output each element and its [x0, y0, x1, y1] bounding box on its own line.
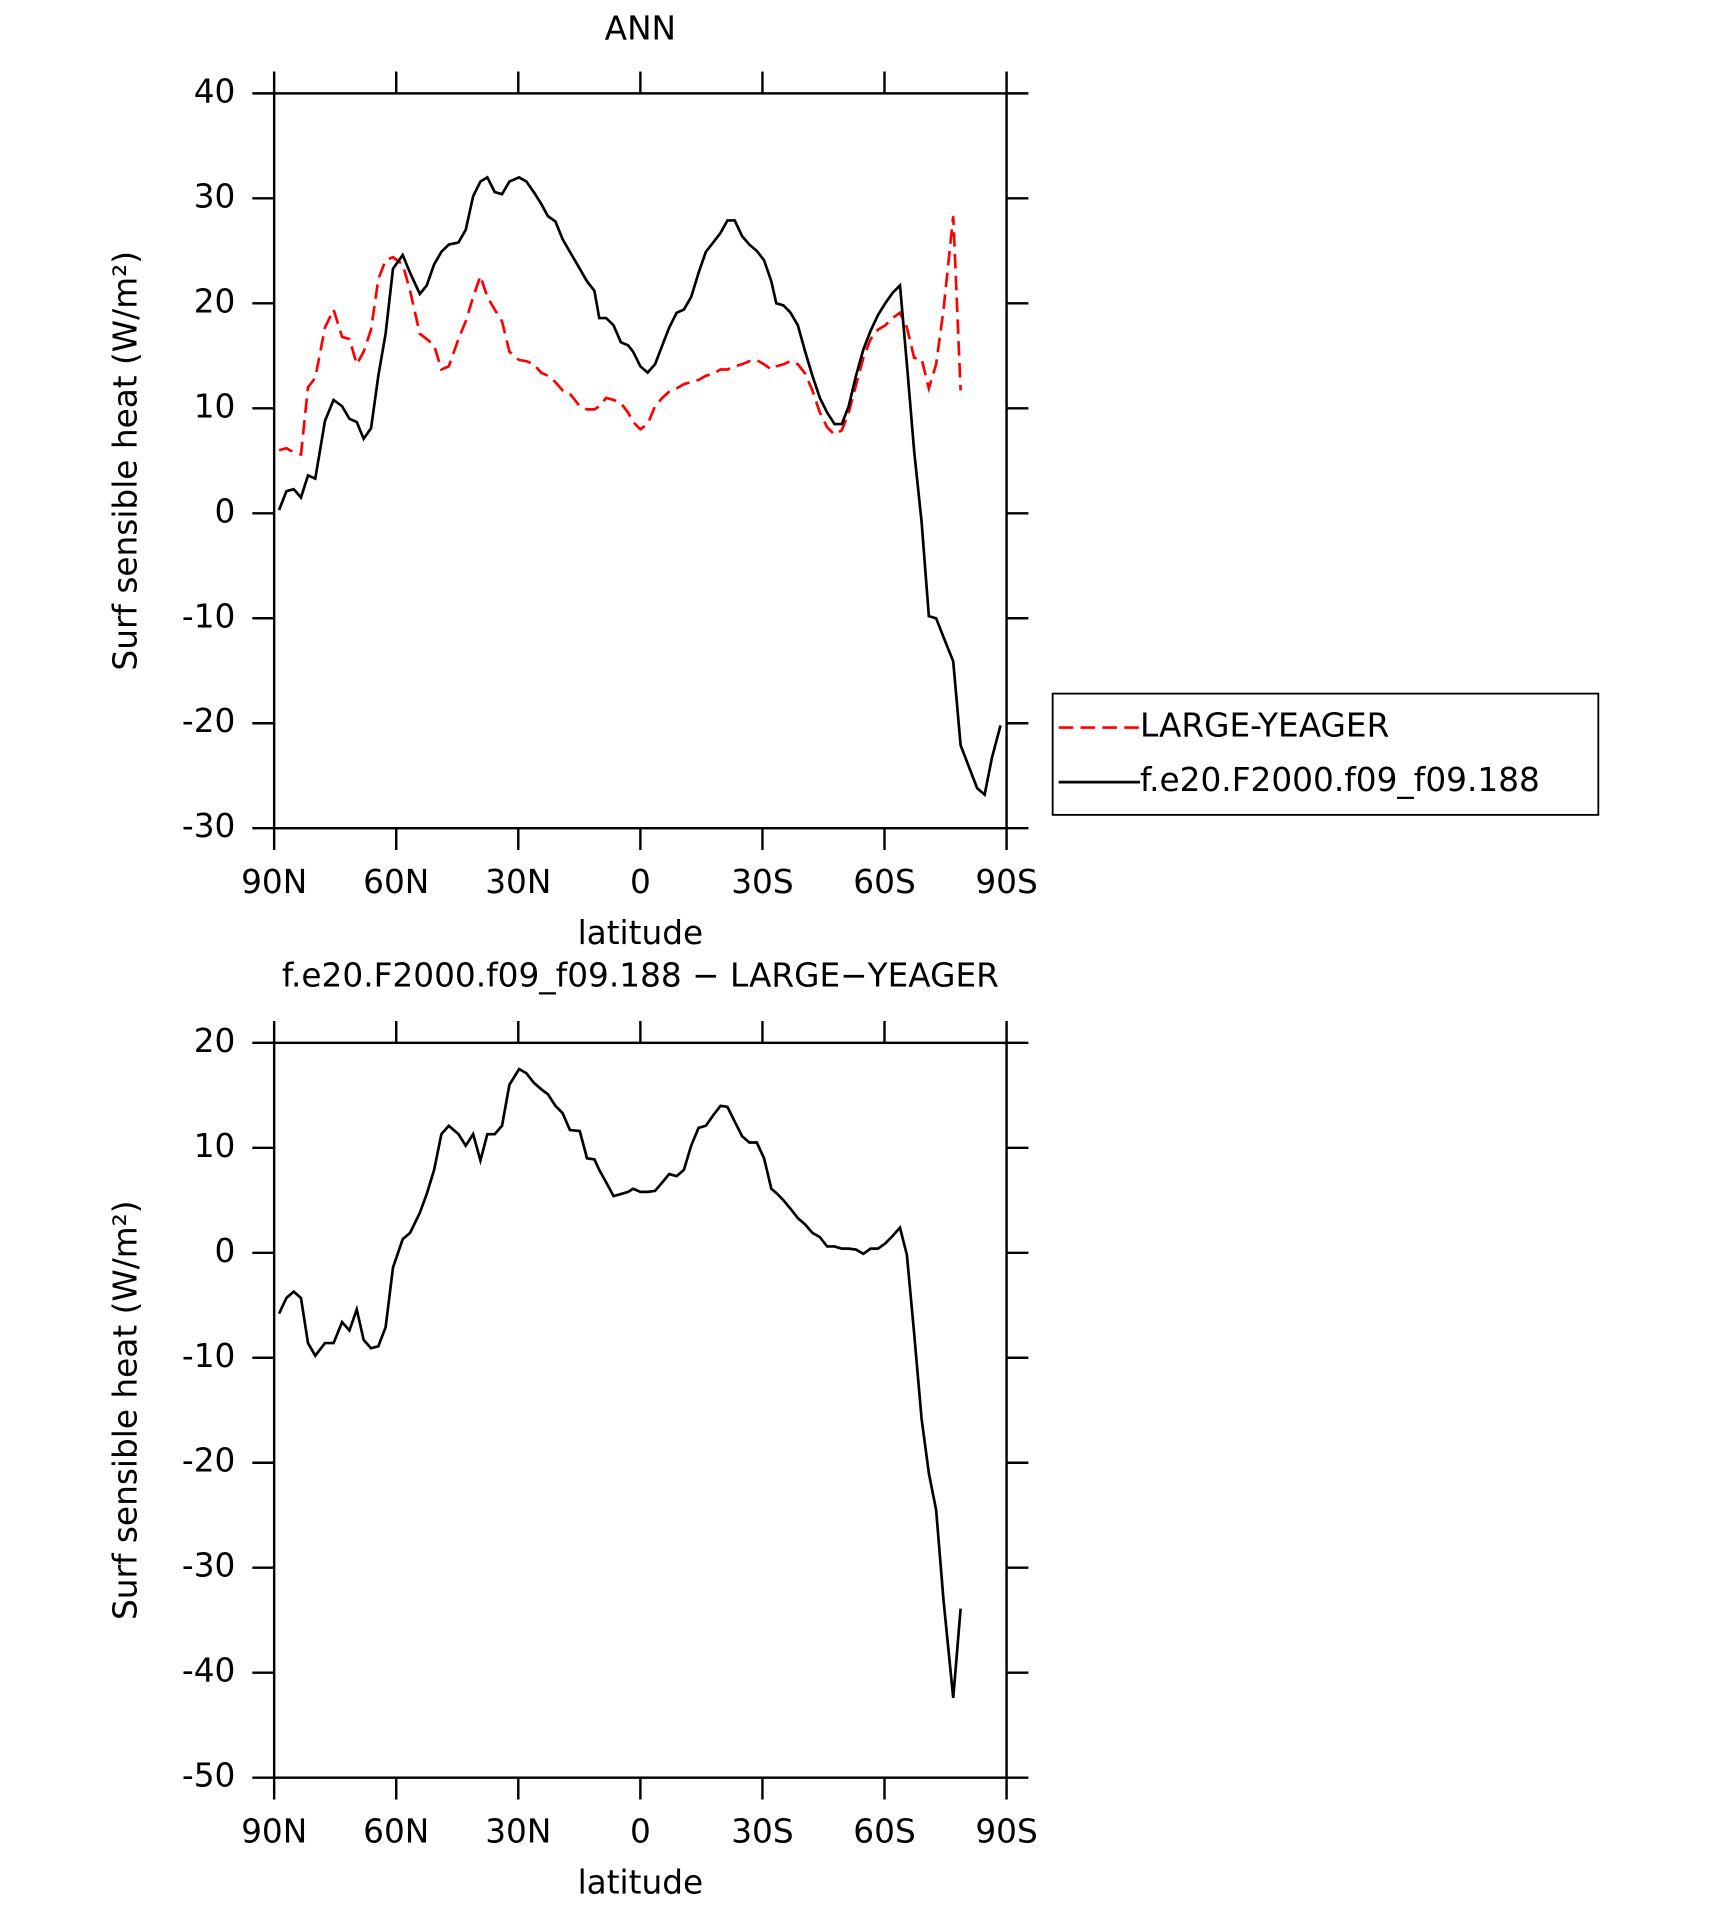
x-tick-label: 30S — [731, 1812, 793, 1850]
data-line — [278, 216, 962, 457]
y-tick-label: 10 — [194, 1127, 236, 1165]
x-tick-label: 30N — [485, 863, 551, 901]
y-tick-label: -20 — [182, 1442, 235, 1480]
x-tick-label: 30S — [731, 863, 793, 901]
y-tick-label: -10 — [182, 1337, 235, 1375]
x-tick-label: 0 — [630, 863, 651, 901]
y-tick-label: -10 — [182, 597, 235, 635]
y-tick-label: -40 — [182, 1652, 235, 1690]
y-tick-label: 20 — [194, 1022, 236, 1060]
y-tick-label: -30 — [182, 1547, 235, 1585]
x-tick-label: 60N — [363, 863, 429, 901]
legend-label: LARGE-YEAGER — [1140, 707, 1389, 745]
x-tick-label: 90N — [241, 1812, 307, 1850]
x-tick-label: 90S — [975, 863, 1037, 901]
x-tick-label: 60S — [853, 863, 915, 901]
data-line — [277, 1067, 962, 1699]
x-axis-label: latitude — [578, 914, 704, 952]
y-tick-label: 30 — [194, 177, 236, 215]
y-tick-label: 40 — [194, 72, 236, 110]
x-tick-label: 90N — [241, 863, 307, 901]
y-tick-label: 0 — [215, 1232, 236, 1270]
x-tick-label: 90S — [975, 1812, 1037, 1850]
x-tick-label: 0 — [630, 1812, 651, 1850]
x-tick-label: 60N — [363, 1812, 429, 1850]
y-tick-label: 10 — [194, 387, 236, 425]
data-line — [277, 175, 1002, 798]
y-axis-label: Surf sensible heat (W/m²) — [106, 1200, 144, 1620]
x-axis-label: latitude — [578, 1863, 704, 1901]
y-tick-label: 20 — [194, 282, 236, 320]
y-tick-label: 0 — [215, 492, 236, 530]
chart-title: ANN — [605, 9, 676, 47]
y-tick-label: -30 — [182, 807, 235, 845]
chart-title: f.e20.F2000.f09_f09.188 − LARGE−YEAGER — [282, 956, 999, 994]
y-tick-label: -50 — [182, 1757, 235, 1795]
x-tick-label: 30N — [485, 1812, 551, 1850]
x-tick-label: 60S — [853, 1812, 915, 1850]
y-tick-label: -20 — [182, 702, 235, 740]
legend-label: f.e20.F2000.f09_f09.188 — [1140, 761, 1540, 799]
legend-box — [1051, 692, 1600, 816]
y-axis-label: Surf sensible heat (W/m²) — [106, 251, 144, 671]
plot-frame — [272, 92, 1008, 830]
plot-frame — [272, 1041, 1008, 1779]
